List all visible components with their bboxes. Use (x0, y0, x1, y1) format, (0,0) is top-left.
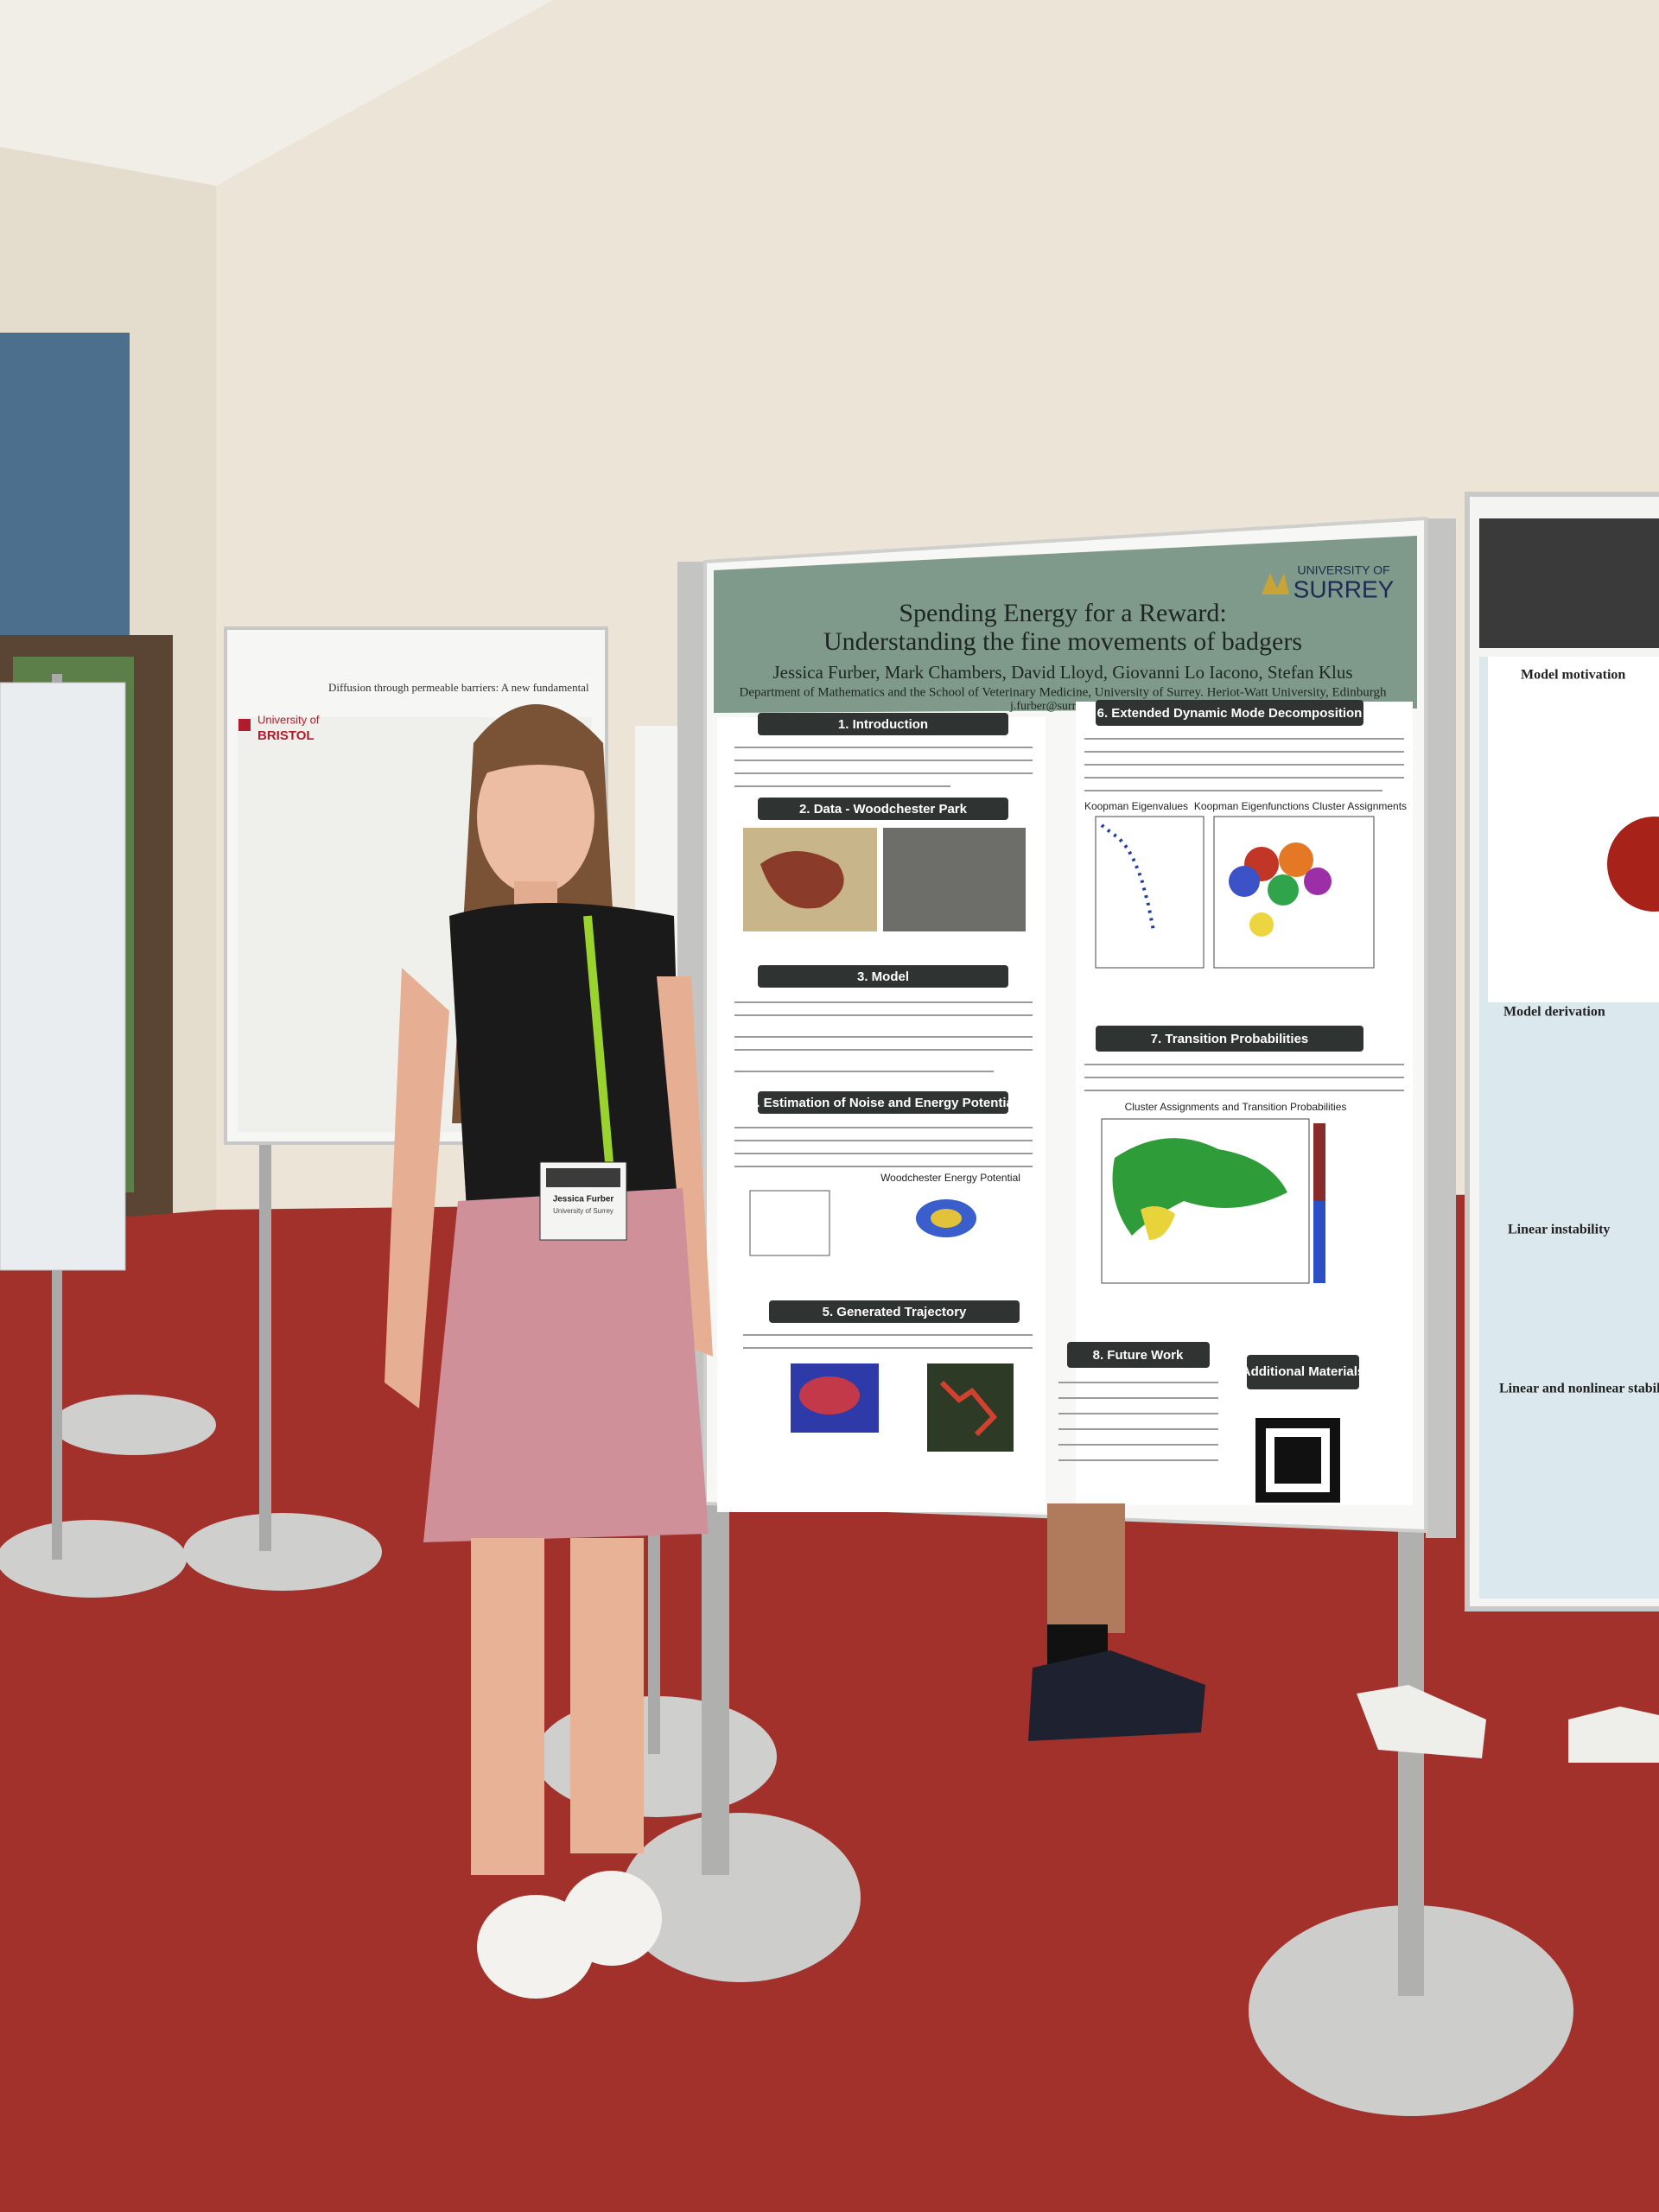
arm (385, 968, 449, 1408)
section-heading: 8. Future Work (1093, 1348, 1184, 1363)
stand-base (1249, 1905, 1573, 2116)
section-heading-box (758, 798, 1008, 820)
surface-plot (931, 1209, 962, 1228)
pole (702, 1469, 729, 1875)
poster-title: Spending Energy for a Reward: (899, 599, 1226, 627)
face (477, 739, 594, 894)
arm (657, 976, 713, 1357)
shoe (1357, 1685, 1486, 1758)
table (749, 1190, 830, 1256)
section-heading: Additional Materials (1242, 1364, 1365, 1379)
badger-photo (883, 828, 1026, 931)
logo-text: BRISTOL (257, 728, 315, 743)
qr-code (1274, 1437, 1321, 1484)
section-heading-box (1067, 1342, 1210, 1368)
logo-text: UNIVERSITY OF (1297, 563, 1389, 577)
colorbar (1313, 1201, 1325, 1283)
section-heading-box (1247, 1355, 1359, 1389)
section-heading: 7. Transition Probabilities (1151, 1032, 1309, 1046)
far-left-poster (0, 682, 126, 1271)
section-heading: Linear instability (1508, 1223, 1610, 1237)
section-heading-box (1096, 1026, 1363, 1052)
leg (471, 1538, 544, 1875)
badge-affiliation: University of Surrey (553, 1207, 613, 1215)
logo-text: SURREY (1294, 575, 1395, 602)
poster-affiliation: Department of Mathematics and the School… (739, 685, 1387, 699)
cluster (1268, 874, 1299, 906)
poster-title: Diffusion through permeable barriers: A … (328, 681, 589, 694)
poster-header (714, 536, 1417, 713)
cluster (1279, 842, 1313, 877)
shoe (562, 1871, 662, 1966)
figure-title: Woodchester Energy Potential (880, 1172, 1020, 1184)
section-heading: Linear and nonlinear stability (1499, 1382, 1659, 1396)
pole (648, 1469, 660, 1754)
section-heading: 1. Introduction (838, 717, 928, 732)
ceiling (0, 0, 553, 186)
figure-title: Koopman Eigenfunctions Cluster Assignmen… (1194, 800, 1407, 812)
poster-authors: Jessica Furber, Mark Chambers, David Llo… (772, 662, 1352, 683)
section-heading: 2. Data - Woodchester Park (799, 802, 968, 817)
section-heading: 5. Generated Trajectory (823, 1305, 967, 1319)
shoe (1028, 1650, 1205, 1741)
trajectory-map (927, 1363, 1014, 1452)
section-heading-box (758, 713, 1008, 735)
cluster (1229, 866, 1260, 897)
figure-title: Cluster Assignments and Transition Proba… (1125, 1101, 1347, 1113)
section-heading: Model motivation (1521, 668, 1625, 683)
stand-base (52, 1395, 216, 1455)
section-heading: 6. Extended Dynamic Mode Decomposition (1097, 706, 1363, 721)
stand-base (620, 1813, 861, 1982)
shoe (1568, 1707, 1659, 1763)
section-heading-box (758, 965, 1008, 988)
lanyard (583, 915, 613, 1163)
stand-base (0, 1520, 187, 1598)
stand-base (183, 1513, 382, 1591)
section-heading: 3. Model (857, 969, 909, 984)
badge-banner (546, 1168, 620, 1187)
poster-title: Understanding the fine movements of badg… (823, 627, 1302, 656)
leg (570, 1538, 644, 1853)
poster-frame (1426, 518, 1456, 1538)
poster-header (1479, 518, 1659, 648)
leg (1047, 1503, 1125, 1633)
skirt (423, 1188, 709, 1542)
section-heading-box (1096, 700, 1363, 726)
section-heading-box (758, 1091, 1008, 1114)
trajectory-plot (799, 1376, 860, 1414)
logo-text: University of (257, 713, 320, 726)
eigenvalue-plot (1095, 816, 1205, 969)
section-heading: Model derivation (1503, 1005, 1605, 1020)
badge-name: Jessica Furber (553, 1195, 614, 1205)
cluster (1249, 912, 1274, 937)
transition-plot (1101, 1118, 1310, 1284)
figure (1607, 817, 1659, 912)
section-heading: 4. Estimation of Noise and Energy Potent… (749, 1096, 1017, 1110)
cluster-plot (1213, 816, 1375, 969)
fringe (474, 717, 603, 778)
map-figure (760, 851, 844, 909)
cluster-map (1141, 1206, 1175, 1240)
top (449, 903, 683, 1210)
figure-title: Koopman Eigenvalues (1084, 800, 1188, 812)
trajectory-path (939, 1380, 998, 1437)
logo-mark (238, 719, 251, 731)
cluster (1304, 868, 1332, 895)
window (0, 333, 130, 635)
logo-stag (1262, 573, 1289, 594)
section-heading-box (769, 1300, 1020, 1323)
